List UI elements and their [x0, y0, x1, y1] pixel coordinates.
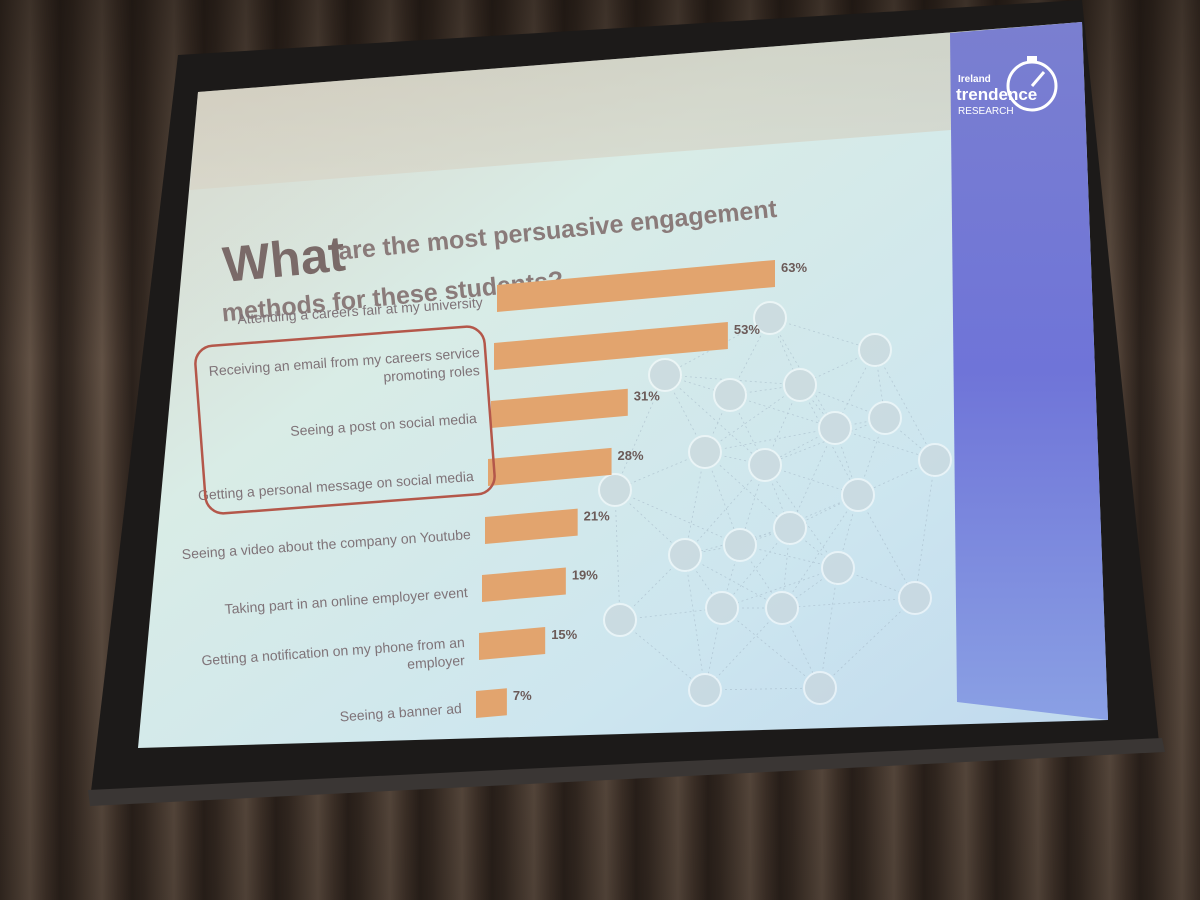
network-avatar-icon: [858, 333, 892, 367]
network-avatar-icon: [603, 603, 637, 637]
network-avatar-icon: [898, 581, 932, 615]
network-decoration: [598, 301, 952, 707]
value-label-2: 31%: [634, 389, 660, 404]
slide-sidebar: [950, 22, 1108, 720]
logo-sub: RESEARCH: [958, 106, 1014, 117]
network-avatar-icon: [841, 478, 875, 512]
bar-4: [485, 508, 578, 544]
network-avatar-icon: [773, 511, 807, 545]
bar-0: [497, 259, 775, 312]
bar-7: [476, 688, 507, 718]
bar-6: [479, 627, 546, 660]
value-label-4: 21%: [584, 509, 610, 524]
network-avatar-icon: [688, 435, 722, 469]
network-avatar-icon: [723, 528, 757, 562]
value-label-1: 53%: [734, 322, 760, 337]
logo-country: Ireland: [958, 74, 991, 85]
network-avatar-icon: [803, 671, 837, 705]
stopwatch-icon: [1006, 60, 1058, 112]
bar-2: [491, 388, 628, 428]
slide-top-band: [190, 22, 1082, 190]
network-avatar-icon: [748, 448, 782, 482]
slide-surface: [138, 22, 1108, 748]
category-label-6-line-1: employer: [407, 652, 466, 672]
network-avatar-icon: [753, 301, 787, 335]
network-avatar-icon: [598, 473, 632, 507]
network-avatar-icon: [688, 673, 722, 707]
network-avatar-icon: [868, 401, 902, 435]
network-avatar-icon: [713, 378, 747, 412]
value-label-7: 7%: [513, 688, 532, 703]
network-avatar-icon: [648, 358, 682, 392]
bar-5: [482, 567, 566, 602]
value-label-5: 19%: [572, 567, 598, 582]
logo-brand: trendence: [956, 85, 1037, 104]
network-avatar-icon: [818, 411, 852, 445]
screen-bottom-bar: [88, 738, 1165, 806]
network-avatar-icon: [783, 368, 817, 402]
network-avatar-icon: [765, 591, 799, 625]
value-label-0: 63%: [781, 260, 807, 275]
bar-1: [494, 321, 728, 370]
category-label-1-line-1: promoting roles: [383, 362, 480, 385]
network-avatar-icon: [918, 443, 952, 477]
network-avatar-icon: [821, 551, 855, 585]
slide-title-word: What: [220, 225, 347, 293]
trendence-logo: Ireland trendence RESEARCH: [956, 56, 1058, 117]
highlight-box: [194, 325, 496, 515]
value-label-3: 28%: [618, 448, 644, 463]
network-avatar-icon: [668, 538, 702, 572]
bar-3: [488, 447, 612, 486]
network-avatar-icon: [705, 591, 739, 625]
value-label-6: 15%: [551, 627, 577, 642]
